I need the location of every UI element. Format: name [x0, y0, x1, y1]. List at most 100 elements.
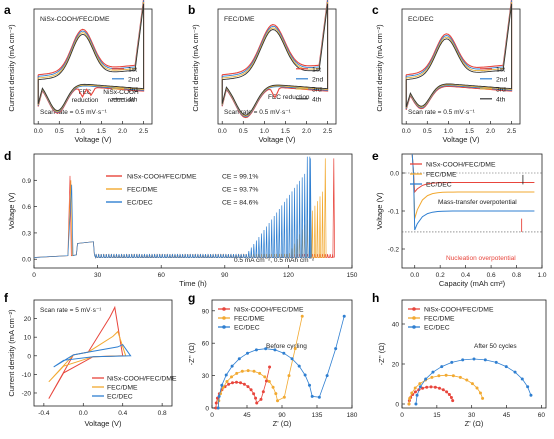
xtick-label-90: 90: [278, 412, 286, 419]
ce-label-NiSx-COOH/FEC/DME: CE = 99.1%: [222, 174, 258, 181]
nyquist-point-EC/DEC-8: [264, 347, 268, 351]
nyquist-point-NiSx-COOH/FEC/DME-10: [242, 382, 246, 386]
ylabel-b: Current density (mA cm⁻²): [191, 24, 200, 112]
xtick-label-150: 150: [347, 272, 358, 279]
panel-label-c: c: [372, 3, 379, 17]
legend-d: NiSx-COOH/FEC/DME CE = 99.1% FEC/DME CE = 9…: [106, 174, 258, 207]
nyquist-point-EC/DEC-1: [217, 394, 221, 398]
ylabel-e: Voltage (V): [375, 192, 384, 230]
legend-f: NiSx-COOH/FEC/DME FEC/DME EC/DEC: [92, 376, 177, 401]
panel-label-d: d: [4, 149, 11, 163]
nyquist-point-FEC/DME-9: [451, 374, 455, 378]
nyquist-point-NiSx-COOH/FEC/DME-11: [441, 388, 445, 392]
legend-label-FEC/DME: FEC/DME: [127, 187, 158, 194]
nyquist-point-FEC/DME-6: [235, 371, 239, 375]
nyquist-point-EC/DEC-19: [342, 314, 346, 318]
legend-label-2nd: 2nd: [312, 76, 324, 83]
nyquist-point-NiSx-COOH/FEC/DME-12: [249, 388, 253, 392]
nyquist-point-FEC/DME-11: [263, 375, 267, 379]
nyquist-point-EC/DEC-0: [414, 402, 418, 406]
ytick-label-0.0: 0.0: [390, 171, 399, 178]
nyquist-point-EC/DEC-10: [494, 360, 498, 364]
legend-label-3rd: 3rd: [312, 86, 322, 93]
legend-label-EC/DEC: EC/DEC: [127, 200, 153, 207]
cv-curves-f: [48, 305, 132, 399]
nucleation-curve-EC/DEC: [411, 153, 535, 231]
scan-rate-a: Scan rate = 0.5 mV·s⁻¹: [40, 109, 108, 116]
cv-series-1st: [37, 0, 145, 114]
voltage-profiles-d: [33, 156, 335, 259]
nyquist-point-EC/DEC-11: [504, 365, 508, 369]
nyquist-line-FEC/DME: [217, 316, 303, 409]
xtick-label-0.4: 0.4: [118, 410, 127, 417]
nyquist-point-EC/DEC-4: [230, 364, 234, 368]
legend-marker-EC/DEC: [222, 325, 226, 329]
nyquist-point-FEC/DME-9: [252, 369, 256, 373]
nyquist-point-NiSx-COOH/FEC/DME-17: [261, 390, 265, 394]
nyquist-point-EC/DEC-12: [513, 370, 517, 374]
legend-label-FEC/DME: FEC/DME: [107, 385, 138, 392]
ytick-label-60: 60: [202, 341, 210, 348]
nyquist-point-NiSx-COOH/FEC/DME-16: [259, 397, 263, 401]
xtick-label-30: 30: [94, 272, 102, 279]
ytick-label-90: 90: [202, 308, 210, 315]
legend-label-NiSx-COOH/FEC/DME: NiSx-COOH/FEC/DME: [426, 162, 496, 169]
nyquist-point-NiSx-COOH/FEC/DME-8: [235, 380, 238, 384]
nyquist-point-NiSx-COOH/FEC/DME-18: [264, 379, 268, 383]
nyquist-point-NiSx-COOH/FEC/DME-9: [239, 381, 243, 385]
legend-c: 1st 2nd 3rd 4th: [480, 66, 508, 103]
nyquist-point-NiSx-COOH/FEC/DME-13: [447, 392, 451, 396]
cv-series-3rd: [37, 1, 145, 112]
legend-label-EC/DEC: EC/DEC: [234, 325, 260, 332]
nyquist-point-FEC/DME-8: [444, 373, 448, 377]
nyquist-point-FEC/DME-13: [475, 386, 479, 390]
nyquist-point-FEC/DME-5: [230, 375, 234, 379]
xticks-c: 0.0 0.5 1.0 1.5 2.0 2.5: [402, 121, 516, 135]
legend-marker-NiSx-COOH/FEC/DME: [222, 307, 226, 311]
ytick-label-0.9: 0.9: [22, 178, 31, 185]
legend-b: 1st 2nd 3rd 4th: [296, 66, 324, 103]
ylabel-h: -Z'' (Ω): [377, 342, 386, 365]
nyquist-point-EC/DEC-9: [483, 358, 487, 362]
xtick-label-15: 15: [433, 412, 441, 419]
nyquist-point-EC/DEC-4: [431, 370, 435, 374]
nyquist-point-FEC/DME-3: [413, 386, 417, 390]
xtick-label-120: 120: [283, 272, 294, 279]
panel-h: -Z'' (Ω) Z' (Ω) After 50 cycles NiSx-COO…: [377, 299, 547, 428]
ytick-label-30: 30: [202, 373, 210, 380]
nyquist-point-FEC/DME-2: [410, 391, 414, 395]
note-h: After 50 cycles: [474, 343, 517, 350]
legend-label-EC/DEC: EC/DEC: [424, 325, 450, 332]
legend-marker-EC/DEC: [412, 325, 416, 329]
xtick-label-180: 180: [347, 412, 358, 419]
nyquist-point-FEC/DME-18: [293, 347, 297, 351]
nyquist-point-NiSx-COOH/FEC/DME-8: [429, 385, 433, 389]
ytick-label--10: -10: [22, 372, 32, 379]
legend-label-FEC/DME: FEC/DME: [234, 316, 265, 323]
xtick-label-45: 45: [243, 412, 251, 419]
ticks-d: 0 30 60 90 120 150 0.0 0.3 0.6 0.9: [22, 178, 358, 279]
legend-label-EC/DEC: EC/DEC: [426, 182, 452, 189]
ytick-label-40: 40: [392, 322, 400, 329]
nyquist-point-FEC/DME-10: [258, 371, 262, 375]
nyquist-point-EC/DEC-13: [303, 373, 307, 377]
nyquist-point-EC/DEC-0: [216, 406, 220, 410]
legend-label-NiSx-COOH/FEC/DME: NiSx-COOH/FEC/DME: [107, 376, 177, 383]
scan-rate-c: Scan rate = 0.5 mV·s⁻¹: [408, 109, 476, 116]
nyquist-point-NiSx-COOH/FEC/DME-6: [227, 382, 231, 386]
nyquist-point-NiSx-COOH/FEC/DME-15: [451, 399, 455, 403]
nyquist-point-EC/DEC-12: [297, 364, 301, 368]
cv-series-1st: [405, 0, 513, 110]
panel-e: Voltage (V) Capacity (mAh cm²) Mass-tran…: [375, 153, 547, 288]
ylabel-g: -Z'' (Ω): [187, 342, 196, 365]
ytick-label-20: 20: [392, 362, 400, 369]
plot-frame-f: [33, 299, 173, 407]
nucleation-curve-FEC/DME: [411, 153, 535, 219]
panel-label-a: a: [4, 3, 11, 17]
nucleation-curves-e: [402, 153, 542, 233]
xlabel-c: Voltage (V): [442, 135, 480, 144]
plot-frame-h: [401, 299, 547, 409]
legend-label-NiSx-COOH/FEC/DME: NiSx-COOH/FEC/DME: [127, 174, 197, 181]
xlabel-b: Voltage (V): [258, 135, 296, 144]
ytick-label--0.1: -0.1: [388, 209, 400, 216]
